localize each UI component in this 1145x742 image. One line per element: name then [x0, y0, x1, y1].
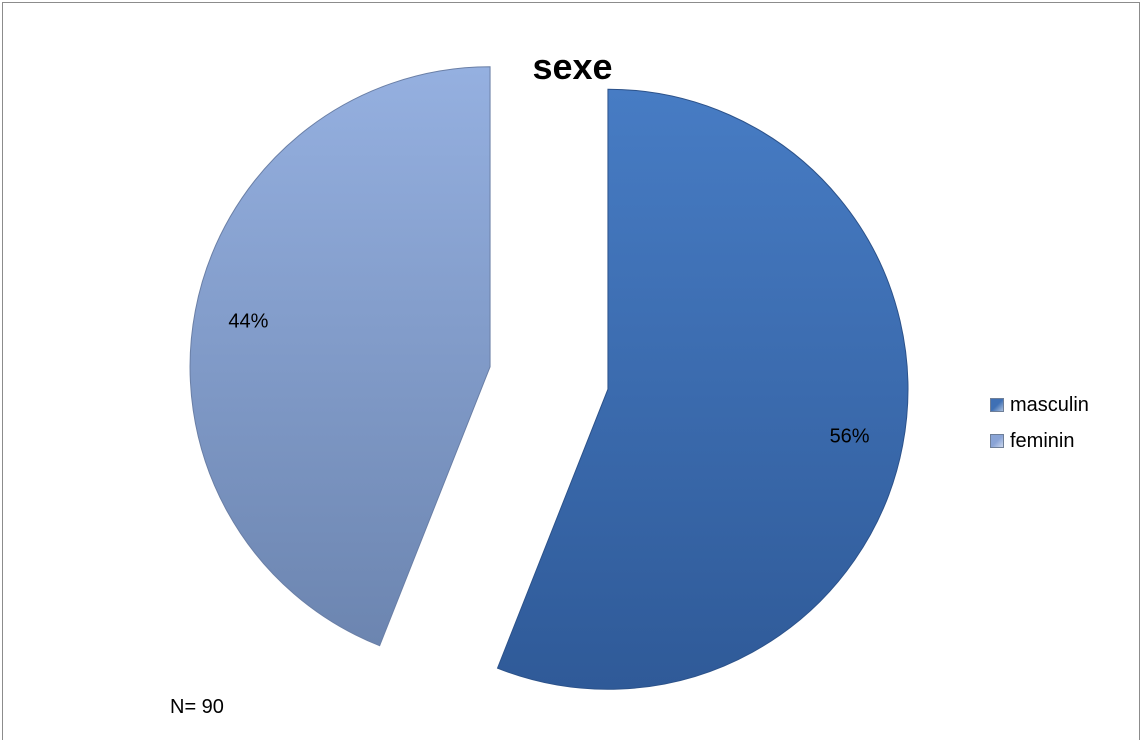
data-label-feminin: 44%: [228, 311, 268, 333]
data-label-masculin: 56%: [830, 425, 870, 447]
legend-swatch-masculin: [990, 398, 1004, 412]
legend-item-feminin: feminin: [990, 423, 1089, 459]
legend-label-feminin: feminin: [1010, 429, 1075, 452]
legend: masculin feminin: [990, 387, 1089, 459]
legend-item-masculin: masculin: [990, 387, 1089, 423]
sample-size-note: N= 90: [170, 696, 224, 718]
chart-title: sexe: [532, 46, 613, 87]
pie-slice-masculin: [496, 88, 909, 690]
legend-swatch-feminin: [990, 434, 1004, 448]
pie-slice-feminin: [189, 66, 491, 647]
legend-label-masculin: masculin: [1010, 393, 1089, 416]
